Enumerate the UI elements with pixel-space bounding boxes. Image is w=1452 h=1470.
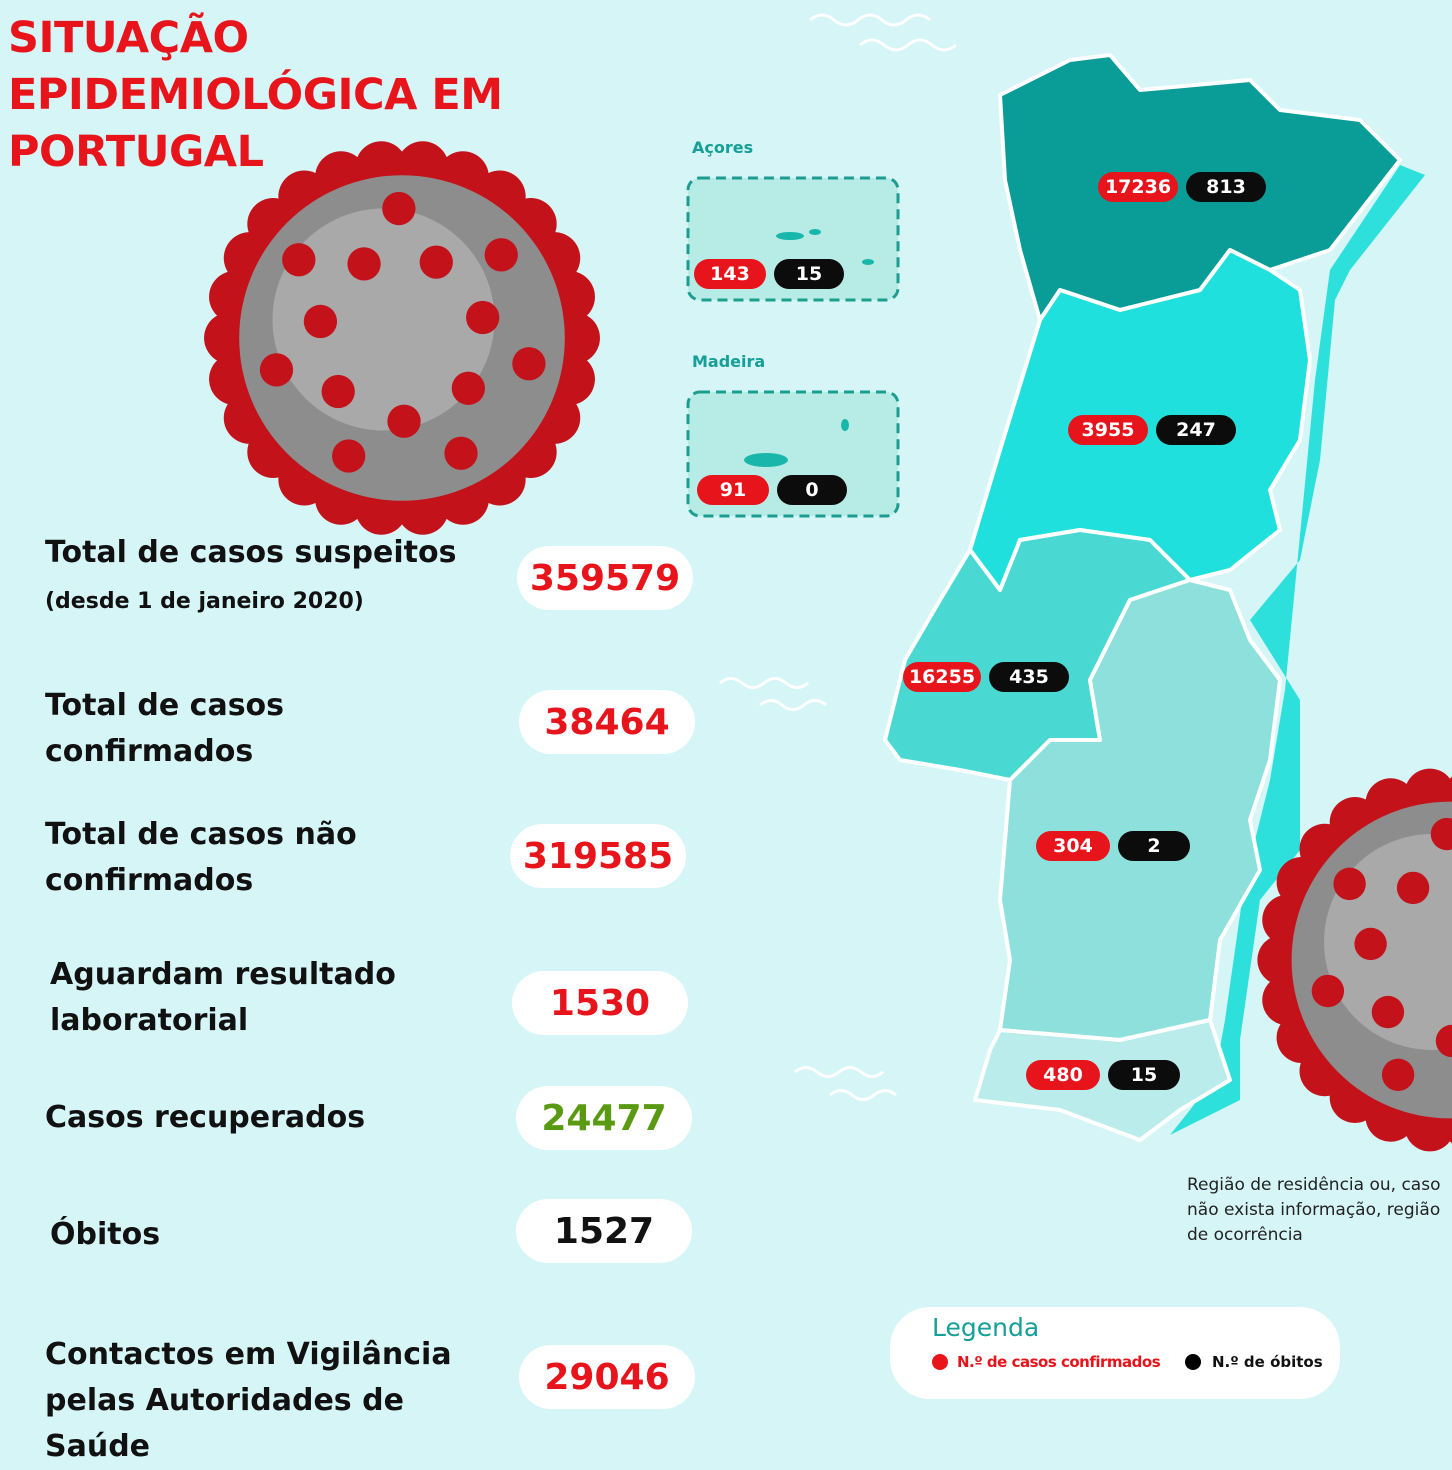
title-line: EPIDEMIOLÓGICA EM <box>8 70 503 120</box>
cases-pill: 16255 <box>903 662 981 692</box>
legend-label: N.º de casos confirmados <box>957 1353 1161 1371</box>
stat-label-text: Casos recuperados <box>45 1100 366 1135</box>
stat-value: 359579 <box>517 546 693 610</box>
virus-part <box>321 374 355 409</box>
virus-part <box>1381 1058 1415 1092</box>
legend-swatch <box>1185 1354 1201 1370</box>
stat-label-text: Total de casos suspeitos <box>45 535 457 570</box>
deaths-pill: 15 <box>1108 1060 1180 1090</box>
deaths-pill: 0 <box>777 475 847 505</box>
virus-part <box>512 347 546 381</box>
deaths-pill: 247 <box>1156 415 1236 445</box>
stat-label-text: Óbitos <box>50 1217 161 1252</box>
virus-part <box>1396 871 1430 905</box>
stat-value: 1527 <box>516 1199 692 1263</box>
deaths-pill: 435 <box>989 662 1069 692</box>
virus-part <box>387 404 421 438</box>
stat-label-text: Total de casos confirmados <box>45 688 285 769</box>
island <box>776 232 804 240</box>
waves <box>719 13 957 1101</box>
virus-part <box>347 247 381 281</box>
virus-part <box>451 371 485 405</box>
legend-swatch <box>932 1354 948 1370</box>
cases-pill: 3955 <box>1068 415 1148 445</box>
page: SITUAÇÃO EPIDEMIOLÓGICA EM PORTUGAL Total … <box>8 10 1452 1464</box>
wave <box>859 38 957 52</box>
stat-value: 319585 <box>510 824 686 888</box>
wave <box>809 13 931 27</box>
cases-pill: 480 <box>1026 1060 1100 1090</box>
stat-note: (desde 1 de janeiro 2020) <box>45 589 364 614</box>
virus-part <box>466 300 500 335</box>
virus-part <box>1333 867 1366 901</box>
cases-pill: 91 <box>697 475 769 505</box>
virus-part <box>444 436 478 470</box>
cases-pill: 143 <box>694 259 766 289</box>
stat-value: 1530 <box>512 971 688 1035</box>
virus-part <box>484 238 518 272</box>
virus-part <box>1371 995 1405 1029</box>
legend-title: Legenda <box>932 1313 1040 1342</box>
stat-label: Total de casos suspeitos (desde 1 de jan… <box>45 530 465 625</box>
footnote: Região de residência ou, caso não exista… <box>1187 1175 1441 1245</box>
deaths-pill: 2 <box>1118 831 1190 861</box>
region-algarve <box>973 1018 1232 1142</box>
wave <box>829 1089 897 1101</box>
virus-part <box>1430 817 1452 851</box>
cases-pill: 17236 <box>1098 172 1178 202</box>
stat-label: Total de casos não confirmados <box>45 812 365 904</box>
island-name: Açores <box>692 138 754 157</box>
virus-part <box>332 439 366 473</box>
stat-label: Total de casos confirmados <box>45 683 305 775</box>
island <box>744 453 788 467</box>
island-name: Madeira <box>692 352 766 371</box>
map-graphic <box>204 13 1452 1152</box>
deaths-pill: 15 <box>774 259 844 289</box>
legend: Legenda N.º de casos confirmados N.º de … <box>890 1307 1340 1399</box>
stat-label-text: Contactos em Vigilância pelas Autoridade… <box>45 1337 452 1464</box>
legend-label: N.º de óbitos <box>1212 1353 1323 1371</box>
stat-value: 24477 <box>516 1086 692 1150</box>
stat-label-text: Aguardam resultado laboratorial <box>50 957 396 1038</box>
stat-label: Aguardam resultado laboratorial <box>50 952 410 1044</box>
stat-value: 38464 <box>519 690 695 754</box>
cases-pill: 304 <box>1036 831 1110 861</box>
island <box>841 419 849 431</box>
wave <box>759 699 827 711</box>
stat-value: 29046 <box>519 1345 695 1409</box>
wave <box>719 677 809 689</box>
stat-label: Contactos em Vigilância pelas Autoridade… <box>45 1332 485 1470</box>
wave <box>794 1066 884 1078</box>
title-line: PORTUGAL <box>8 127 264 177</box>
island <box>862 259 874 265</box>
virus-part <box>259 353 294 387</box>
deaths-pill: 813 <box>1186 172 1266 202</box>
virus-part <box>382 191 416 226</box>
stat-label: Óbitos <box>50 1212 470 1258</box>
virus-part <box>1311 974 1345 1008</box>
virus-decorations <box>204 141 1452 1152</box>
virus-part <box>1354 927 1387 961</box>
title-line: SITUAÇÃO <box>8 13 249 63</box>
stat-label: Casos recuperados <box>45 1095 465 1141</box>
island-shapes <box>744 229 874 467</box>
island <box>809 229 821 235</box>
virus-part <box>282 243 316 277</box>
virus-part <box>419 245 453 279</box>
stat-label-text: Total de casos não confirmados <box>45 817 357 898</box>
virus-part <box>303 304 338 339</box>
virus-part <box>1435 1024 1452 1058</box>
title: SITUAÇÃO EPIDEMIOLÓGICA EM PORTUGAL <box>8 10 503 181</box>
